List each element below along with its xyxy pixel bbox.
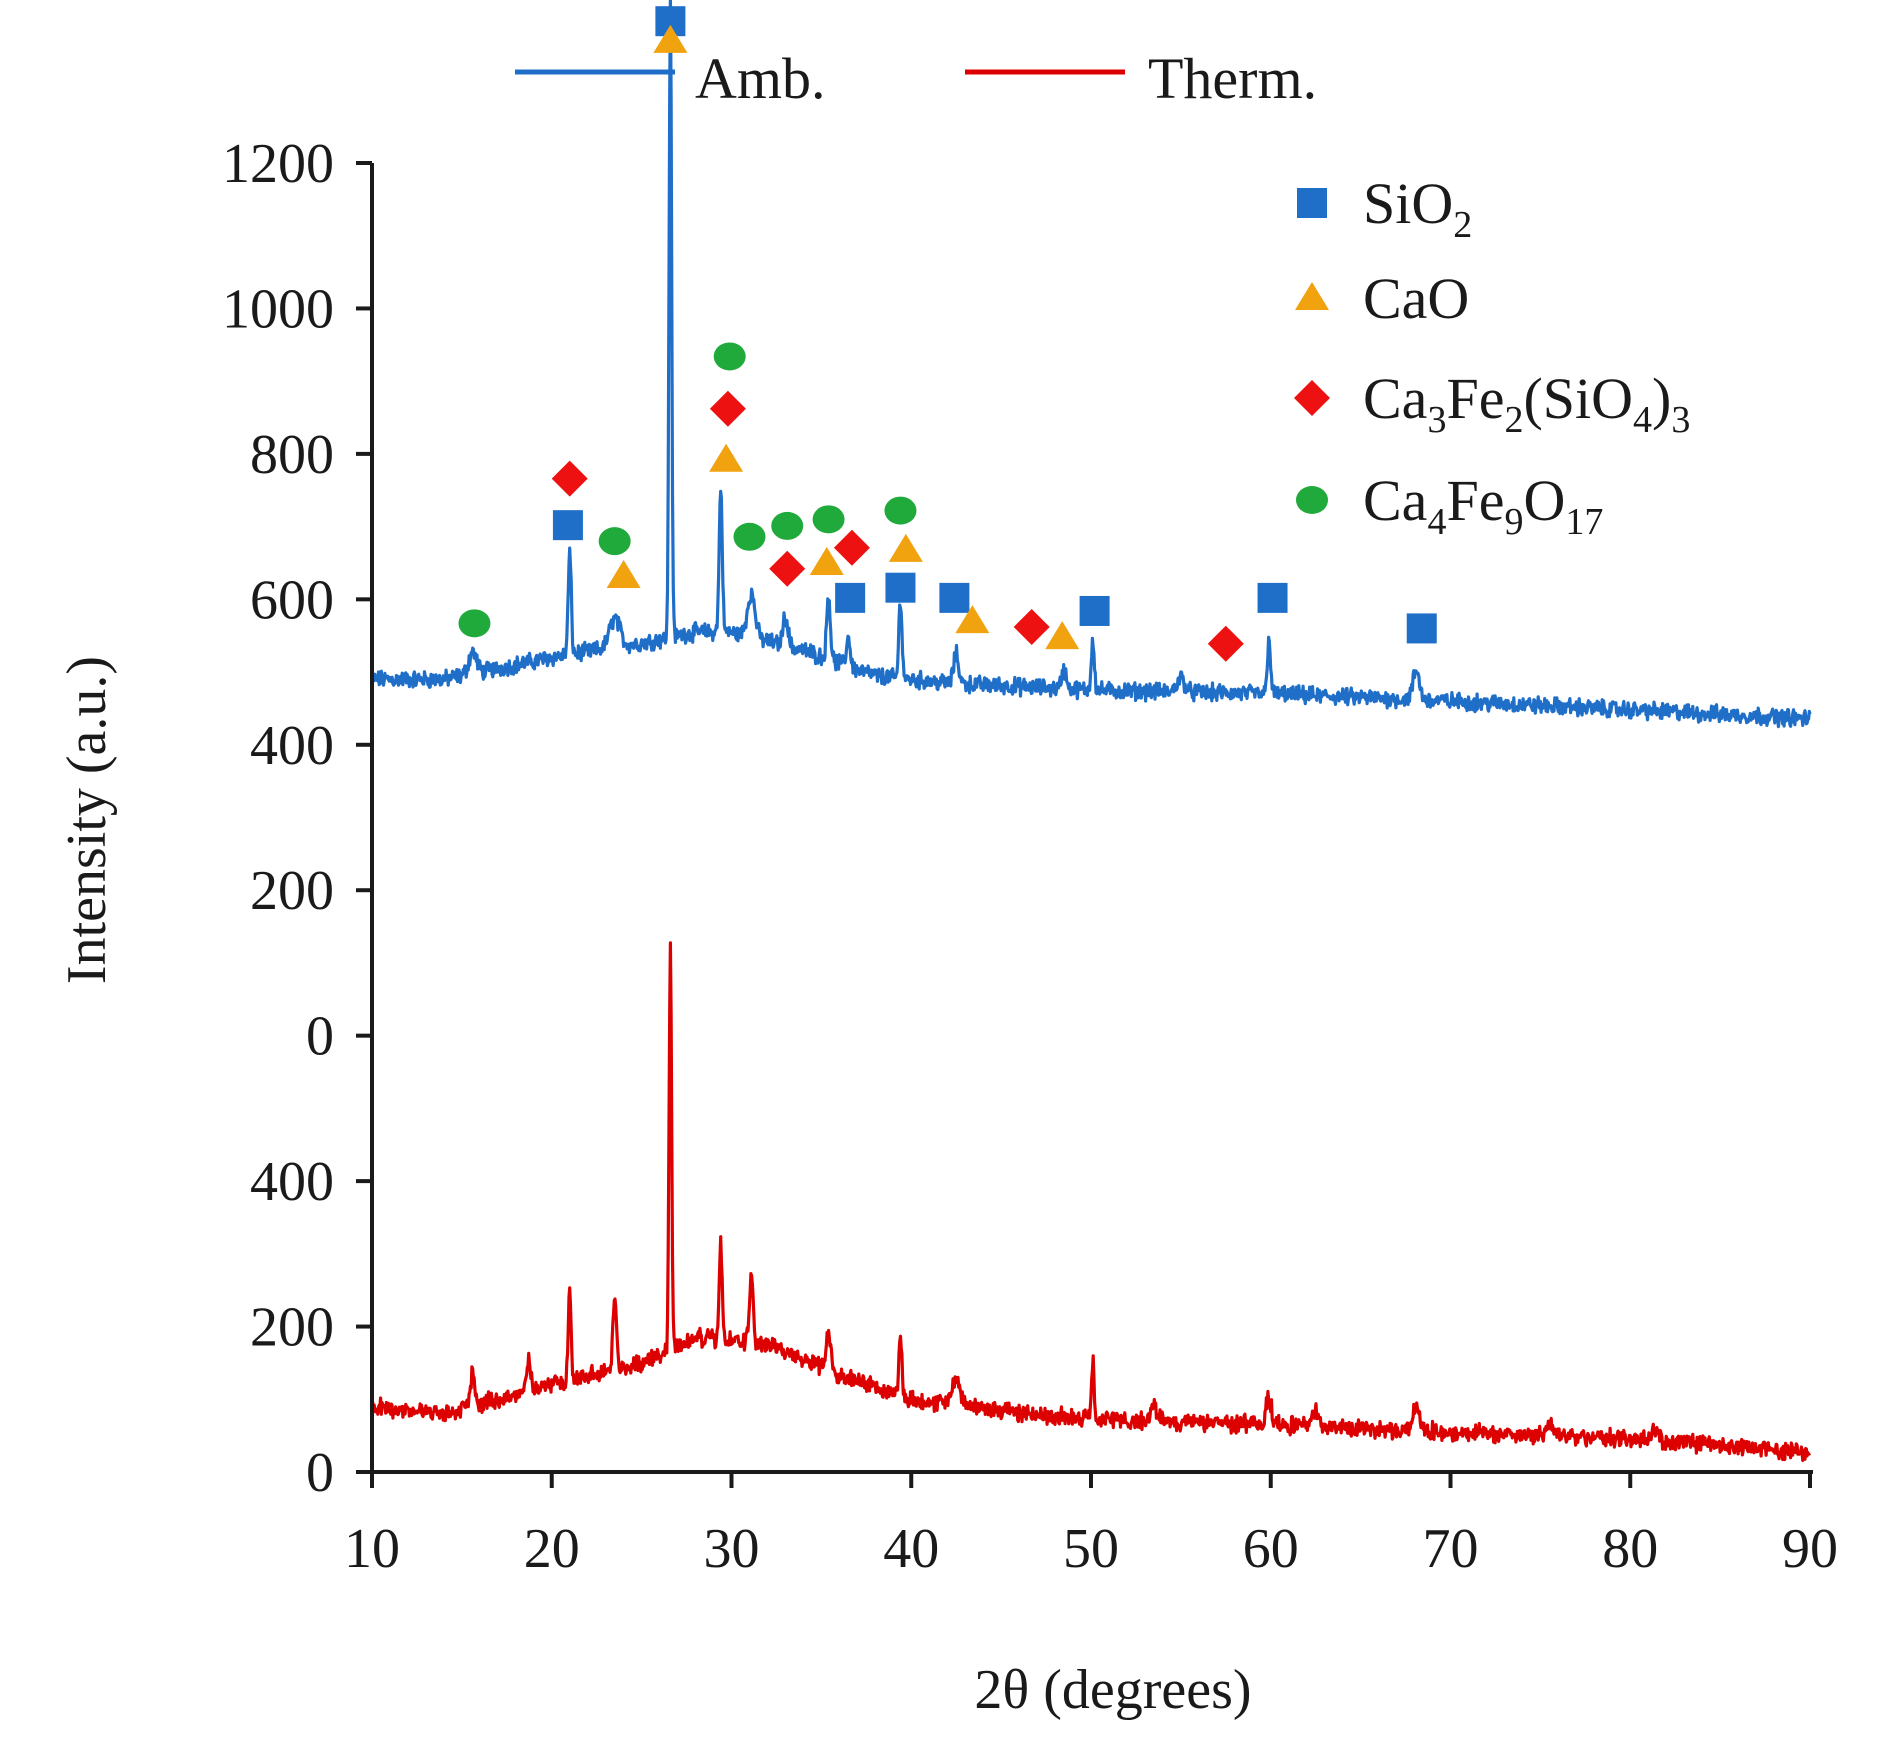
plot-area <box>370 0 1812 1462</box>
legend-phase-base: CaO <box>1363 266 1469 331</box>
x-tick-label: 90 <box>1782 1518 1838 1580</box>
legend-phase-subscript: 3 <box>1427 399 1446 441</box>
y-tick-label: 0 <box>306 1006 334 1068</box>
legend-phase-subscript: 9 <box>1504 501 1523 543</box>
legend-phase-part: ) <box>1652 366 1671 431</box>
legend-phase-subscript: 2 <box>1504 399 1523 441</box>
phase-marker-triangle <box>606 560 641 589</box>
phase-marker-triangle <box>653 24 688 53</box>
phase-marker-diamond <box>709 390 746 427</box>
legend-phase-label: Ca3Fe2(SiO4)3 <box>1363 366 1690 441</box>
phase-marker-diamond <box>833 529 870 566</box>
legend-marker-diamond <box>1294 380 1330 416</box>
phase-marker-circle <box>771 511 804 540</box>
phase-marker-square <box>1257 582 1288 613</box>
legend-phase-part: O <box>1523 468 1565 533</box>
phase-marker-square <box>885 572 916 603</box>
phase-marker-square <box>552 510 583 541</box>
phase-marker-triangle <box>1045 621 1080 650</box>
phase-marker-square <box>939 582 970 613</box>
phase-marker-diamond <box>769 550 806 587</box>
x-tick-label: 40 <box>883 1518 939 1580</box>
y-tick-label: 1000 <box>222 278 334 340</box>
phase-marker-triangle <box>709 443 744 472</box>
y-tick-label: 200 <box>250 860 334 922</box>
legend-marker-triangle <box>1295 282 1329 310</box>
legend-phase-label: SiO2 <box>1363 171 1472 246</box>
y-tick-label: 600 <box>250 569 334 631</box>
axes <box>370 163 1813 1474</box>
phase-marker-circle <box>713 342 746 371</box>
phase-marker-diamond <box>551 460 588 497</box>
legend-phase-subscript: 2 <box>1453 204 1472 246</box>
y-tick-label: 400 <box>250 1151 334 1213</box>
y-ticks: 0 200 400 0 200 400 600 800 1000 1200 <box>222 133 372 1504</box>
phase-marker-triangle <box>809 546 844 575</box>
y-tick-label: 0 <box>306 1442 334 1504</box>
phase-marker-circle <box>598 527 631 556</box>
phase-marker-square <box>835 582 866 613</box>
x-tick-label: 80 <box>1602 1518 1658 1580</box>
legend-label-amb: Amb. <box>695 46 826 111</box>
x-tick-label: 50 <box>1063 1518 1119 1580</box>
legend-marker-square <box>1297 188 1327 218</box>
legend-phase-part: Fe <box>1446 366 1504 431</box>
y-tick-label: 400 <box>250 715 334 777</box>
x-tick-label: 30 <box>704 1518 760 1580</box>
series-line-therm <box>370 941 1812 1462</box>
legend-phase-subscript: 3 <box>1671 399 1690 441</box>
x-ticks: 10 20 30 40 50 60 70 80 90 <box>344 1472 1838 1580</box>
legend-label-therm: Therm. <box>1148 46 1317 111</box>
legend-phase-base: Ca <box>1363 468 1427 533</box>
phase-markers <box>458 6 1437 662</box>
x-tick-label: 10 <box>344 1518 400 1580</box>
legend-phase-part: Fe <box>1446 468 1504 533</box>
series-line-amb <box>370 0 1812 729</box>
series-legend: Amb. Therm. <box>515 46 1317 111</box>
legend-phase-base: Ca <box>1363 366 1427 431</box>
phase-marker-triangle <box>888 533 923 562</box>
legend-phase-part: (SiO <box>1523 366 1633 431</box>
y-tick-label: 1200 <box>222 133 334 195</box>
x-axis-title: 2θ (degrees) <box>974 1659 1251 1721</box>
legend-phase-subscript: 4 <box>1427 501 1446 543</box>
phase-marker-square <box>1079 595 1110 626</box>
phase-marker-triangle <box>955 605 990 634</box>
legend-marker-circle <box>1296 486 1328 514</box>
phase-marker-circle <box>458 609 491 638</box>
x-tick-label: 60 <box>1243 1518 1299 1580</box>
phase-marker-circle <box>884 496 917 525</box>
y-axis-title: Intensity (a.u.) <box>56 656 118 984</box>
phase-marker-square <box>1406 613 1437 644</box>
legend-phase-label: CaO <box>1363 266 1469 331</box>
y-tick-label: 800 <box>250 424 334 486</box>
y-tick-label: 200 <box>250 1297 334 1359</box>
phase-marker-circle <box>812 505 845 534</box>
legend-phase-base: SiO <box>1363 171 1453 236</box>
legend-phase-subscript: 4 <box>1633 399 1652 441</box>
x-tick-label: 70 <box>1423 1518 1479 1580</box>
legend-phase-subscript: 17 <box>1565 501 1603 543</box>
phase-marker-diamond <box>1207 625 1244 662</box>
legend-phase-label: Ca4Fe9O17 <box>1363 468 1603 543</box>
phase-marker-circle <box>733 522 766 551</box>
phase-marker-diamond <box>1013 608 1050 645</box>
x-tick-label: 20 <box>524 1518 580 1580</box>
